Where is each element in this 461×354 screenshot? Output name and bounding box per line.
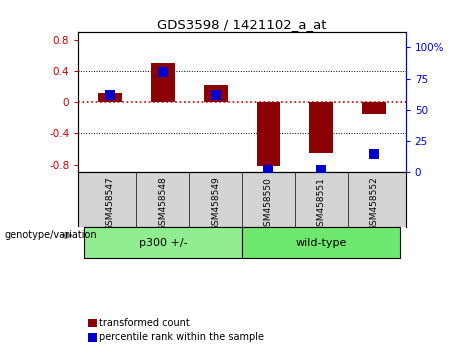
Text: GSM458548: GSM458548 (158, 177, 167, 232)
Bar (362, 102, 386, 114)
Bar (242, 227, 401, 258)
Text: wild-type: wild-type (296, 238, 347, 247)
Point (212, 92, 219, 98)
Bar (83, 227, 242, 258)
Text: genotype/variation: genotype/variation (5, 230, 97, 240)
Text: GSM458550: GSM458550 (264, 177, 273, 232)
Text: GSM458552: GSM458552 (370, 177, 378, 232)
Bar (88, 333, 97, 342)
Bar (204, 85, 228, 102)
Text: GSM458549: GSM458549 (211, 177, 220, 232)
Point (370, 151, 378, 156)
Bar (309, 102, 333, 153)
Point (265, 167, 272, 173)
Point (318, 167, 325, 173)
Text: percentile rank within the sample: percentile rank within the sample (99, 332, 264, 342)
Text: GSM458547: GSM458547 (106, 177, 114, 232)
Text: transformed count: transformed count (99, 318, 190, 328)
Title: GDS3598 / 1421102_a_at: GDS3598 / 1421102_a_at (157, 18, 327, 31)
Point (159, 70, 166, 75)
Text: GSM458551: GSM458551 (317, 177, 326, 232)
Bar (88, 319, 97, 327)
Point (106, 92, 114, 98)
Text: p300 +/-: p300 +/- (138, 238, 187, 247)
Bar (256, 102, 280, 166)
Bar (151, 63, 175, 102)
Bar (98, 93, 122, 102)
